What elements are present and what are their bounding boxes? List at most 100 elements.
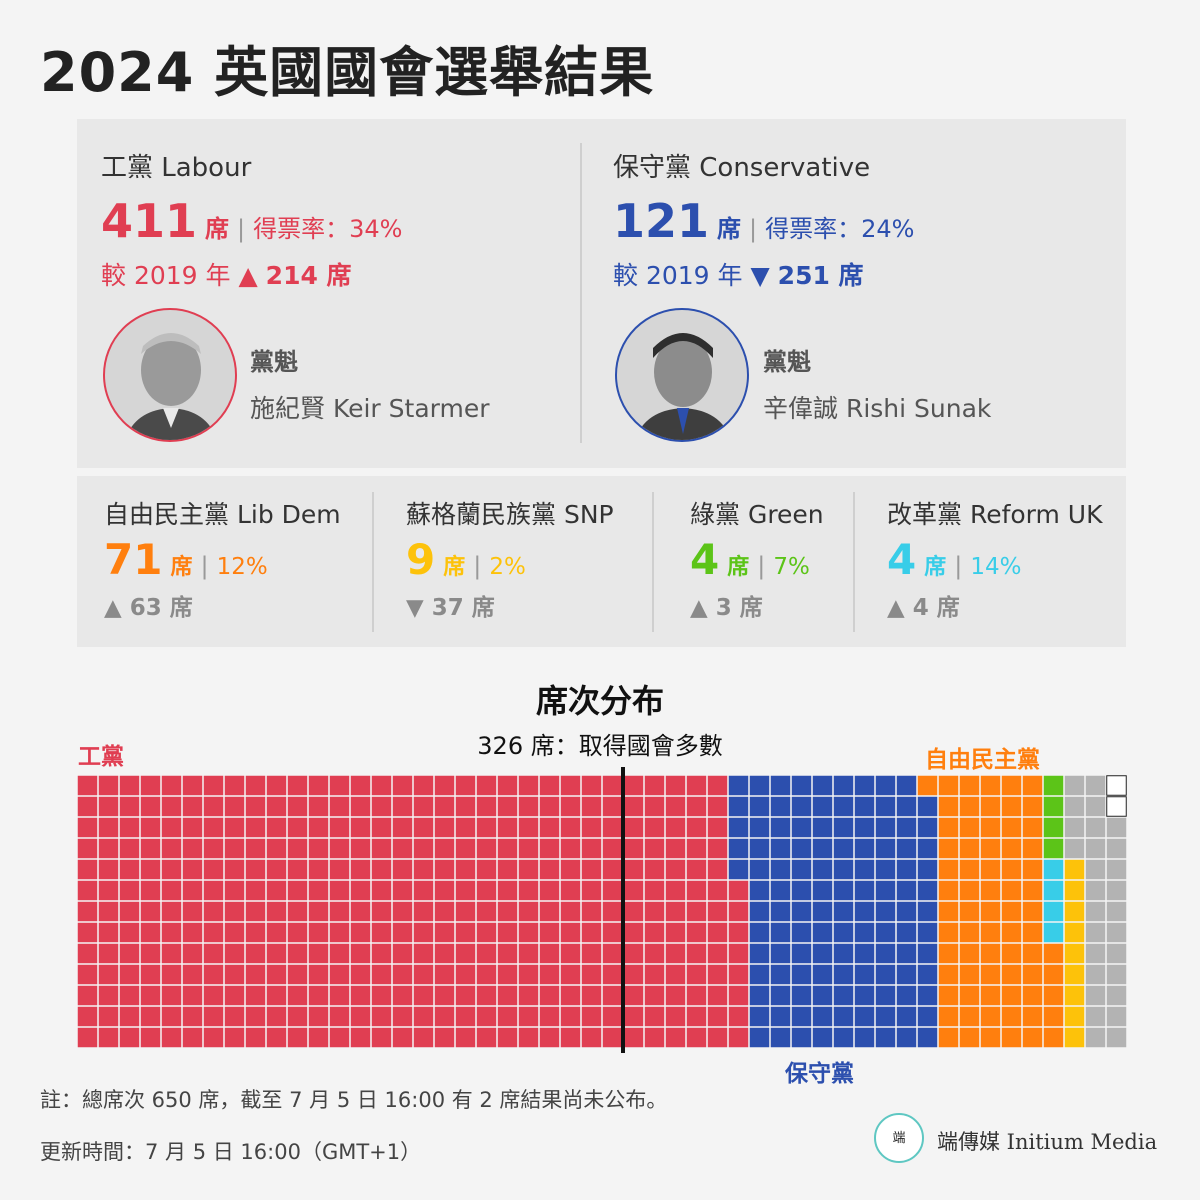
seat-cell-labour bbox=[602, 775, 623, 796]
seat-cell-conservative bbox=[812, 880, 833, 901]
seat-cell-labour bbox=[518, 943, 539, 964]
seat-cell-labour bbox=[707, 838, 728, 859]
seat-cell-libdem bbox=[1022, 796, 1043, 817]
seat-cell-labour bbox=[371, 817, 392, 838]
seat-cell-labour bbox=[413, 880, 434, 901]
seat-cell-labour bbox=[434, 964, 455, 985]
seat-cell-other bbox=[1106, 943, 1127, 964]
seat-cell-labour bbox=[707, 775, 728, 796]
seat-cell-labour bbox=[119, 1027, 140, 1048]
seat-cell-labour bbox=[434, 796, 455, 817]
seat-cell-conservative bbox=[896, 1006, 917, 1027]
seat-cell-labour bbox=[392, 1006, 413, 1027]
snp-seats: 9 bbox=[406, 535, 436, 584]
seat-cell-labour bbox=[644, 796, 665, 817]
seat-cell-labour bbox=[434, 880, 455, 901]
seat-cell-labour bbox=[350, 1027, 371, 1048]
labour-seat-unit: 席 bbox=[205, 215, 230, 243]
seat-cell-libdem bbox=[1001, 838, 1022, 859]
seat-cell-conservative bbox=[770, 838, 791, 859]
seat-cell-labour bbox=[98, 775, 119, 796]
seat-cell-conservative bbox=[896, 796, 917, 817]
seat-cell-conservative bbox=[728, 796, 749, 817]
majority-label: 326 席：取得國會多數 bbox=[477, 732, 723, 760]
seat-cell-labour bbox=[182, 796, 203, 817]
seat-cell-labour bbox=[560, 922, 581, 943]
seat-cell-libdem bbox=[1001, 817, 1022, 838]
seat-cell-labour bbox=[140, 880, 161, 901]
seat-cell-conservative bbox=[833, 964, 854, 985]
seat-cell-conservative bbox=[875, 985, 896, 1006]
labour-name: 工黨 Labour bbox=[101, 153, 252, 183]
seat-cell-libdem bbox=[938, 775, 959, 796]
seat-cell-labour bbox=[350, 796, 371, 817]
conservative-seat-unit: 席 bbox=[717, 215, 742, 243]
seat-cell-other bbox=[1106, 1006, 1127, 1027]
seat-cell-labour bbox=[476, 859, 497, 880]
seat-cell-libdem bbox=[959, 943, 980, 964]
seat-cell-labour bbox=[644, 964, 665, 985]
green-separator: | bbox=[757, 552, 766, 580]
seat-cell-labour bbox=[77, 859, 98, 880]
seat-cell-labour bbox=[119, 817, 140, 838]
seat-cell-labour bbox=[392, 796, 413, 817]
seat-cell-labour bbox=[413, 796, 434, 817]
libdem-block: 自由民主黨 Lib Dem 71 席 | 12% ▲ 63 席 bbox=[104, 495, 341, 622]
seat-cell-libdem bbox=[1043, 964, 1064, 985]
seat-cell-conservative bbox=[770, 901, 791, 922]
seat-cell-labour bbox=[413, 859, 434, 880]
seat-cell-conservative bbox=[749, 859, 770, 880]
seat-cell-conservative bbox=[896, 1027, 917, 1048]
seat-cell-labour bbox=[203, 775, 224, 796]
seat-cell-labour bbox=[602, 859, 623, 880]
seat-cell-labour bbox=[434, 859, 455, 880]
seat-cell-conservative bbox=[854, 1006, 875, 1027]
seat-cell-other bbox=[1085, 880, 1106, 901]
conservative-leader: 黨魁 辛偉誠 Rishi Sunak bbox=[763, 342, 991, 425]
seat-cell-labour bbox=[497, 985, 518, 1006]
seat-cell-labour bbox=[623, 838, 644, 859]
seat-cell-conservative bbox=[917, 859, 938, 880]
seat-cell-libdem bbox=[1022, 838, 1043, 859]
seat-cell-conservative bbox=[854, 859, 875, 880]
seat-cell-conservative bbox=[791, 901, 812, 922]
snp-separator: | bbox=[473, 552, 482, 580]
seat-cell-labour bbox=[224, 1027, 245, 1048]
seat-cell-snp bbox=[1064, 880, 1085, 901]
seat-cell-labour bbox=[245, 985, 266, 1006]
seat-cell-labour bbox=[161, 901, 182, 922]
reform-name: 改革黨 Reform UK bbox=[887, 500, 1103, 529]
seat-cell-labour bbox=[581, 775, 602, 796]
seat-cell-conservative bbox=[875, 964, 896, 985]
seat-cell-labour bbox=[728, 985, 749, 1006]
seat-cell-reform bbox=[1043, 880, 1064, 901]
seat-cell-conservative bbox=[896, 985, 917, 1006]
seat-cell-labour bbox=[497, 880, 518, 901]
seat-cell-labour bbox=[77, 838, 98, 859]
seat-cell-labour bbox=[350, 964, 371, 985]
seat-cell-labour bbox=[245, 964, 266, 985]
seat-cell-labour bbox=[644, 859, 665, 880]
seat-cell-labour bbox=[140, 796, 161, 817]
seat-cell-labour bbox=[287, 838, 308, 859]
seat-cell-labour bbox=[665, 796, 686, 817]
seat-cell-libdem bbox=[938, 1006, 959, 1027]
seat-cell-conservative bbox=[749, 1027, 770, 1048]
seat-cell-labour bbox=[371, 1006, 392, 1027]
seat-cell-labour bbox=[413, 1027, 434, 1048]
seat-cell-conservative bbox=[812, 922, 833, 943]
seat-cell-labour bbox=[308, 775, 329, 796]
seat-cell-labour bbox=[392, 922, 413, 943]
seat-cell-other bbox=[1106, 922, 1127, 943]
seat-cell-conservative bbox=[875, 859, 896, 880]
seat-cell-labour bbox=[539, 796, 560, 817]
seat-cell-labour bbox=[413, 1006, 434, 1027]
seat-cell-labour bbox=[455, 964, 476, 985]
seat-cell-libdem bbox=[938, 985, 959, 1006]
seat-cell-conservative bbox=[749, 985, 770, 1006]
seat-cell-labour bbox=[308, 901, 329, 922]
seat-cell-conservative bbox=[749, 796, 770, 817]
seat-cell-undeclared bbox=[1106, 796, 1127, 817]
seat-cell-labour bbox=[308, 964, 329, 985]
seat-cell-labour bbox=[560, 859, 581, 880]
